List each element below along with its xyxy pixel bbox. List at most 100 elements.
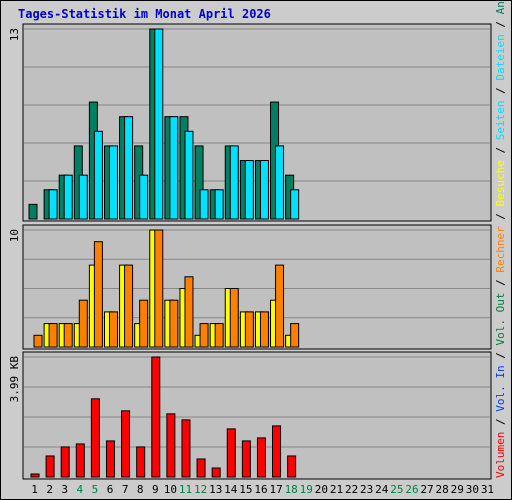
rechner-bar bbox=[78, 299, 88, 348]
y-axis-max-label-hits: 13 bbox=[8, 28, 21, 41]
volumen-bar bbox=[136, 446, 146, 478]
volumen-bar bbox=[196, 458, 206, 478]
x-tick-label: 22 bbox=[345, 483, 358, 496]
dateien-bar bbox=[154, 28, 164, 220]
rechner-bar bbox=[169, 299, 179, 348]
rechner-bar bbox=[48, 323, 58, 348]
x-tick-label: 12 bbox=[194, 483, 207, 496]
x-tick-label: 27 bbox=[420, 483, 433, 496]
volumen-bar bbox=[121, 410, 131, 478]
x-tick-label: 15 bbox=[239, 483, 252, 496]
rechner-bar bbox=[63, 323, 73, 348]
volumen-bar bbox=[75, 443, 85, 478]
legend-entry-vol_in: Vol. In bbox=[494, 365, 507, 411]
panel-hits bbox=[22, 23, 492, 222]
x-tick-label: 14 bbox=[224, 483, 238, 496]
x-tick-label: 16 bbox=[254, 483, 267, 496]
legend: Volumen / Vol. In / Vol. Out / Rechner /… bbox=[494, 0, 507, 478]
dateien-bar bbox=[48, 189, 58, 220]
x-tick-label: 24 bbox=[375, 483, 389, 496]
chart-title: Tages-Statistik im Monat April 2026 bbox=[18, 7, 271, 21]
plot-panels bbox=[22, 23, 492, 480]
panel-volume bbox=[22, 351, 492, 480]
panel-visits bbox=[22, 224, 492, 350]
x-tick-label: 5 bbox=[92, 483, 99, 496]
rechner-bar bbox=[139, 299, 149, 348]
rechner-bar bbox=[124, 264, 134, 348]
legend-entry-rechner: Rechner bbox=[494, 226, 507, 273]
x-tick-label: 13 bbox=[209, 483, 222, 496]
legend-entry-volumen: Volumen bbox=[494, 432, 507, 478]
volumen-bar bbox=[105, 440, 115, 478]
x-tick-label: 31 bbox=[481, 483, 494, 496]
volumen-bar bbox=[211, 467, 221, 478]
x-tick-label: 6 bbox=[107, 483, 114, 496]
rechner-bar bbox=[108, 311, 118, 348]
legend-entry-separator: / bbox=[494, 206, 507, 226]
rechner-bar bbox=[33, 334, 43, 348]
x-tick-label: 29 bbox=[451, 483, 464, 496]
x-tick-label: 2 bbox=[46, 483, 53, 496]
legend-entry-separator: / bbox=[494, 412, 507, 432]
x-tick-label: 4 bbox=[77, 483, 84, 496]
x-tick-label: 21 bbox=[330, 483, 343, 496]
legend-entry-anfragen: Anfragen bbox=[494, 0, 507, 14]
x-tick-label: 3 bbox=[61, 483, 68, 496]
rechner-bar bbox=[184, 276, 194, 348]
dateien-bar bbox=[93, 130, 103, 220]
dateien-bar bbox=[184, 130, 194, 220]
legend-entry-separator: / bbox=[494, 273, 507, 293]
dateien-bar bbox=[169, 116, 179, 220]
legend-entry-separator: / bbox=[494, 81, 507, 101]
dateien-bar bbox=[275, 145, 285, 220]
volumen-bar bbox=[151, 356, 161, 478]
legend-entry-separator: / bbox=[494, 140, 507, 160]
x-tick-label: 8 bbox=[137, 483, 144, 496]
x-tick-label: 18 bbox=[285, 483, 298, 496]
x-tick-label: 17 bbox=[269, 483, 282, 496]
rechner-bar bbox=[154, 229, 164, 348]
x-tick-label: 19 bbox=[300, 483, 313, 496]
legend-entry-vol_out: Vol. Out bbox=[494, 293, 507, 346]
rechner-bar bbox=[214, 323, 224, 348]
dateien-bar bbox=[214, 189, 224, 220]
x-tick-label: 7 bbox=[122, 483, 129, 496]
dateien-bar bbox=[108, 145, 118, 220]
dateien-bar bbox=[259, 160, 269, 220]
y-axis-max-label-volume: 3.99 KB bbox=[8, 356, 21, 403]
rechner-bar bbox=[93, 241, 103, 348]
anfragen-bar bbox=[28, 203, 38, 220]
x-tick-label: 20 bbox=[315, 483, 328, 496]
y-axis-max-label-visits: 10 bbox=[8, 229, 21, 242]
dateien-bar bbox=[290, 189, 300, 220]
legend-entry-besuche: Besuche bbox=[494, 160, 507, 206]
dateien-bar bbox=[229, 145, 239, 220]
rechner-bar bbox=[199, 323, 209, 348]
rechner-bar bbox=[275, 264, 285, 348]
volumen-bar bbox=[241, 440, 251, 478]
volumen-bar bbox=[226, 428, 236, 478]
volumen-bar bbox=[272, 425, 282, 478]
volumen-bar bbox=[256, 437, 266, 478]
volumen-bar bbox=[60, 446, 70, 478]
x-tick-label: 25 bbox=[390, 483, 403, 496]
dateien-bar bbox=[199, 189, 209, 220]
rechner-bar bbox=[259, 311, 269, 348]
dateien-bar bbox=[63, 174, 73, 220]
volumen-bar bbox=[181, 419, 191, 478]
dateien-bar bbox=[124, 116, 134, 220]
x-tick-label: 30 bbox=[466, 483, 479, 496]
rechner-bar bbox=[229, 288, 239, 348]
x-axis-labels: 1 2 3 4 5 6 7 8 9 10 11 12 13 14 15 16 17 18 19 20 21 22 23 24 2… bbox=[31, 483, 494, 496]
volumen-bar bbox=[45, 455, 55, 478]
legend-entry-seiten: Seiten bbox=[494, 100, 507, 140]
y-axis-labels: 13 10 3.99 KB bbox=[8, 28, 21, 402]
x-tick-label: 28 bbox=[436, 483, 449, 496]
dateien-bar bbox=[78, 174, 88, 220]
x-tick-label: 11 bbox=[179, 483, 192, 496]
volumen-bar bbox=[90, 398, 100, 478]
legend-entry-separator: / bbox=[494, 14, 507, 34]
volumen-bar bbox=[166, 413, 176, 478]
